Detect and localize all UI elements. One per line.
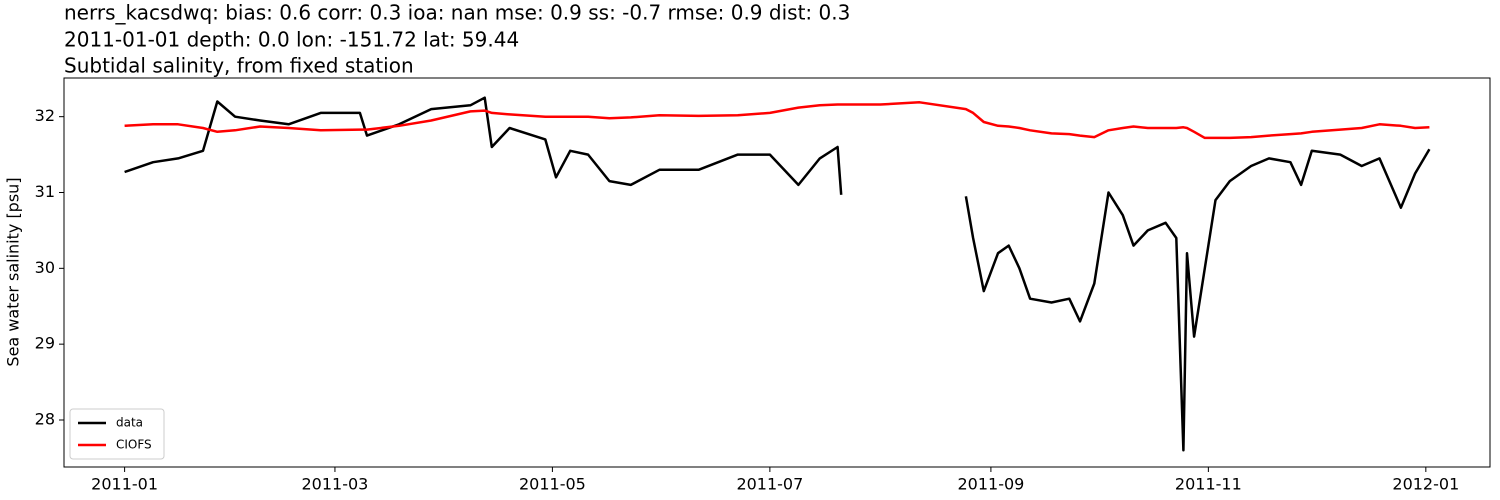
y-axis-label: Sea water salinity [psu] — [4, 177, 23, 366]
legend-label: CIOFS — [116, 438, 152, 452]
y-tick-label: 28 — [35, 409, 55, 428]
y-tick-label: 29 — [35, 334, 55, 353]
x-tick-label: 2011-03 — [302, 475, 369, 494]
title-line: Subtidal salinity, from fixed station — [64, 54, 414, 78]
y-tick-label: 30 — [35, 258, 55, 277]
series-line — [124, 101, 1430, 140]
x-tick-label: 2011-07 — [736, 475, 803, 494]
x-tick-label: 2011-01 — [91, 475, 158, 494]
x-tick-label: 2012-01 — [1392, 475, 1459, 494]
series-line — [124, 96, 1431, 452]
plot-frame — [63, 77, 1491, 468]
x-tick-label: 2011-11 — [1175, 475, 1242, 494]
title-line: nerrs_kacsdwq: bias: 0.6 corr: 0.3 ioa: … — [64, 1, 850, 25]
y-tick-label: 31 — [35, 182, 55, 201]
title-line: 2011-01-01 depth: 0.0 lon: -151.72 lat: … — [64, 28, 519, 52]
legend-label: data — [116, 416, 143, 430]
x-tick-label: 2011-09 — [957, 475, 1024, 494]
x-tick-label: 2011-05 — [519, 475, 586, 494]
legend-box — [69, 408, 165, 460]
y-tick-label: 32 — [35, 106, 55, 125]
